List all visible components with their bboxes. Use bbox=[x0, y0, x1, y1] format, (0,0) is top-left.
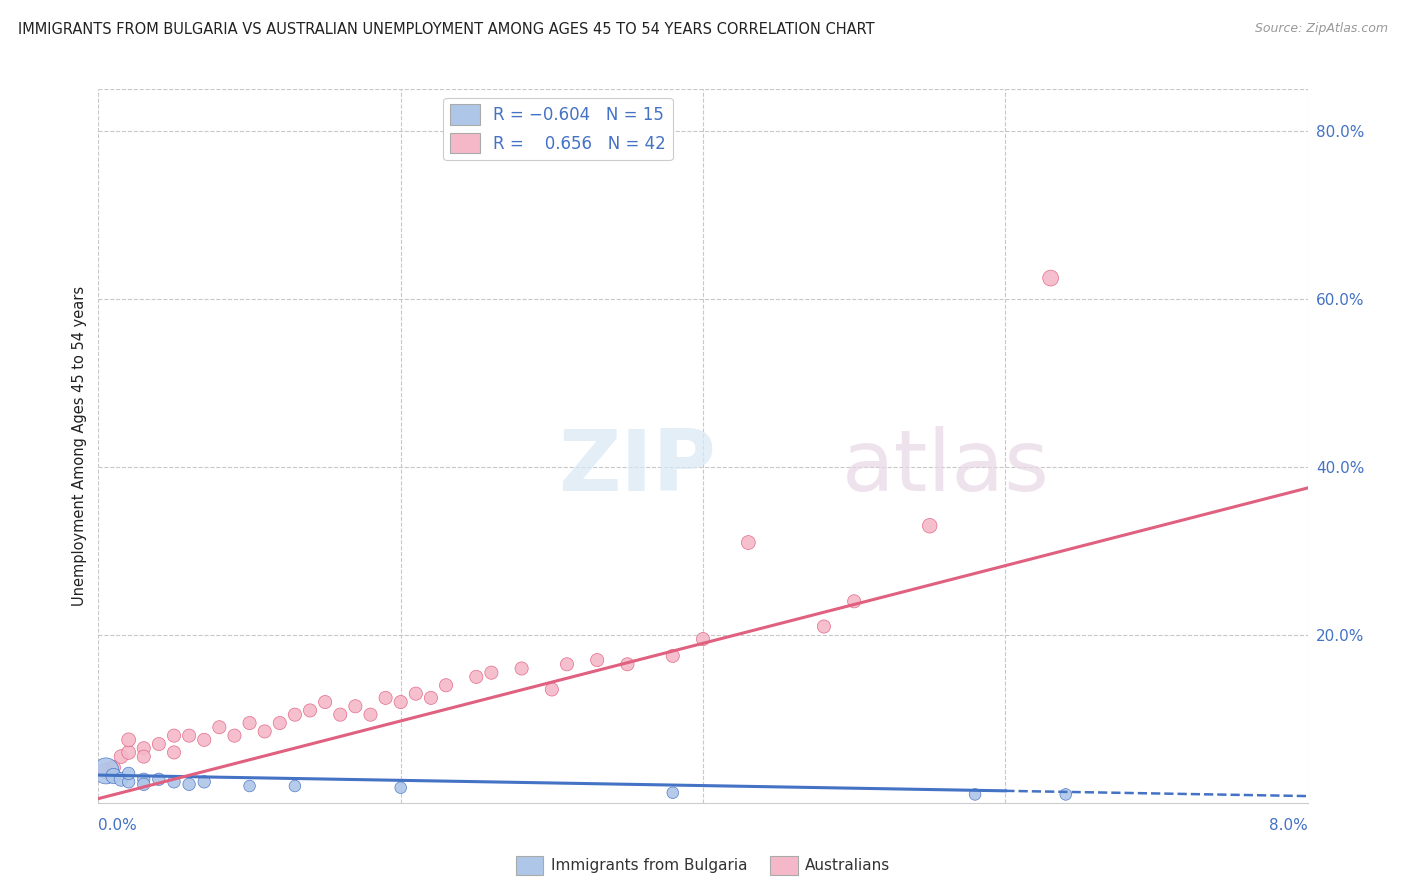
Point bbox=[163, 774, 186, 789]
Point bbox=[737, 535, 759, 549]
Point bbox=[662, 648, 685, 663]
Point bbox=[541, 682, 564, 697]
Point bbox=[94, 764, 117, 778]
Point bbox=[118, 746, 141, 760]
Point bbox=[253, 724, 276, 739]
Point bbox=[344, 699, 367, 714]
Point bbox=[148, 772, 170, 787]
Point bbox=[555, 657, 578, 672]
Point bbox=[1054, 788, 1077, 802]
Point bbox=[510, 661, 533, 675]
Point bbox=[239, 716, 262, 731]
Point bbox=[110, 772, 132, 787]
Text: 0.0%: 0.0% bbox=[98, 818, 138, 832]
Point bbox=[586, 653, 609, 667]
Text: 8.0%: 8.0% bbox=[1268, 818, 1308, 832]
Point bbox=[132, 772, 155, 787]
Point bbox=[118, 774, 141, 789]
Point bbox=[132, 777, 155, 791]
Point bbox=[420, 690, 443, 705]
Point bbox=[918, 518, 941, 533]
Point bbox=[103, 760, 125, 774]
Point bbox=[481, 665, 503, 680]
Text: Source: ZipAtlas.com: Source: ZipAtlas.com bbox=[1254, 22, 1388, 36]
Point bbox=[965, 788, 987, 802]
Point bbox=[269, 716, 291, 731]
Point bbox=[148, 737, 170, 751]
Point bbox=[360, 707, 382, 722]
Point bbox=[692, 632, 714, 646]
Point bbox=[179, 729, 201, 743]
Point bbox=[662, 786, 685, 800]
Point bbox=[208, 720, 231, 734]
Point bbox=[163, 746, 186, 760]
Point bbox=[118, 732, 141, 747]
Legend: Immigrants from Bulgaria, Australians: Immigrants from Bulgaria, Australians bbox=[509, 850, 897, 880]
Text: ZIP: ZIP bbox=[558, 425, 716, 509]
Point bbox=[118, 766, 141, 780]
Point bbox=[813, 619, 835, 633]
Point bbox=[389, 780, 412, 795]
Point bbox=[465, 670, 488, 684]
Text: IMMIGRANTS FROM BULGARIA VS AUSTRALIAN UNEMPLOYMENT AMONG AGES 45 TO 54 YEARS CO: IMMIGRANTS FROM BULGARIA VS AUSTRALIAN U… bbox=[18, 22, 875, 37]
Point bbox=[284, 779, 307, 793]
Point bbox=[616, 657, 638, 672]
Y-axis label: Unemployment Among Ages 45 to 54 years: Unemployment Among Ages 45 to 54 years bbox=[72, 286, 87, 606]
Point bbox=[193, 774, 215, 789]
Point bbox=[239, 779, 262, 793]
Point bbox=[329, 707, 352, 722]
Point bbox=[844, 594, 866, 608]
Point bbox=[179, 777, 201, 791]
Point bbox=[193, 732, 215, 747]
Point bbox=[132, 741, 155, 756]
Point bbox=[299, 703, 322, 717]
Point bbox=[284, 707, 307, 722]
Point bbox=[314, 695, 336, 709]
Point bbox=[110, 749, 132, 764]
Point bbox=[94, 764, 117, 778]
Point bbox=[389, 695, 412, 709]
Point bbox=[224, 729, 246, 743]
Text: atlas: atlas bbox=[842, 425, 1050, 509]
Point bbox=[405, 687, 427, 701]
Point bbox=[132, 749, 155, 764]
Point bbox=[434, 678, 457, 692]
Point bbox=[374, 690, 396, 705]
Point bbox=[1039, 271, 1062, 285]
Point bbox=[103, 769, 125, 783]
Point bbox=[163, 729, 186, 743]
